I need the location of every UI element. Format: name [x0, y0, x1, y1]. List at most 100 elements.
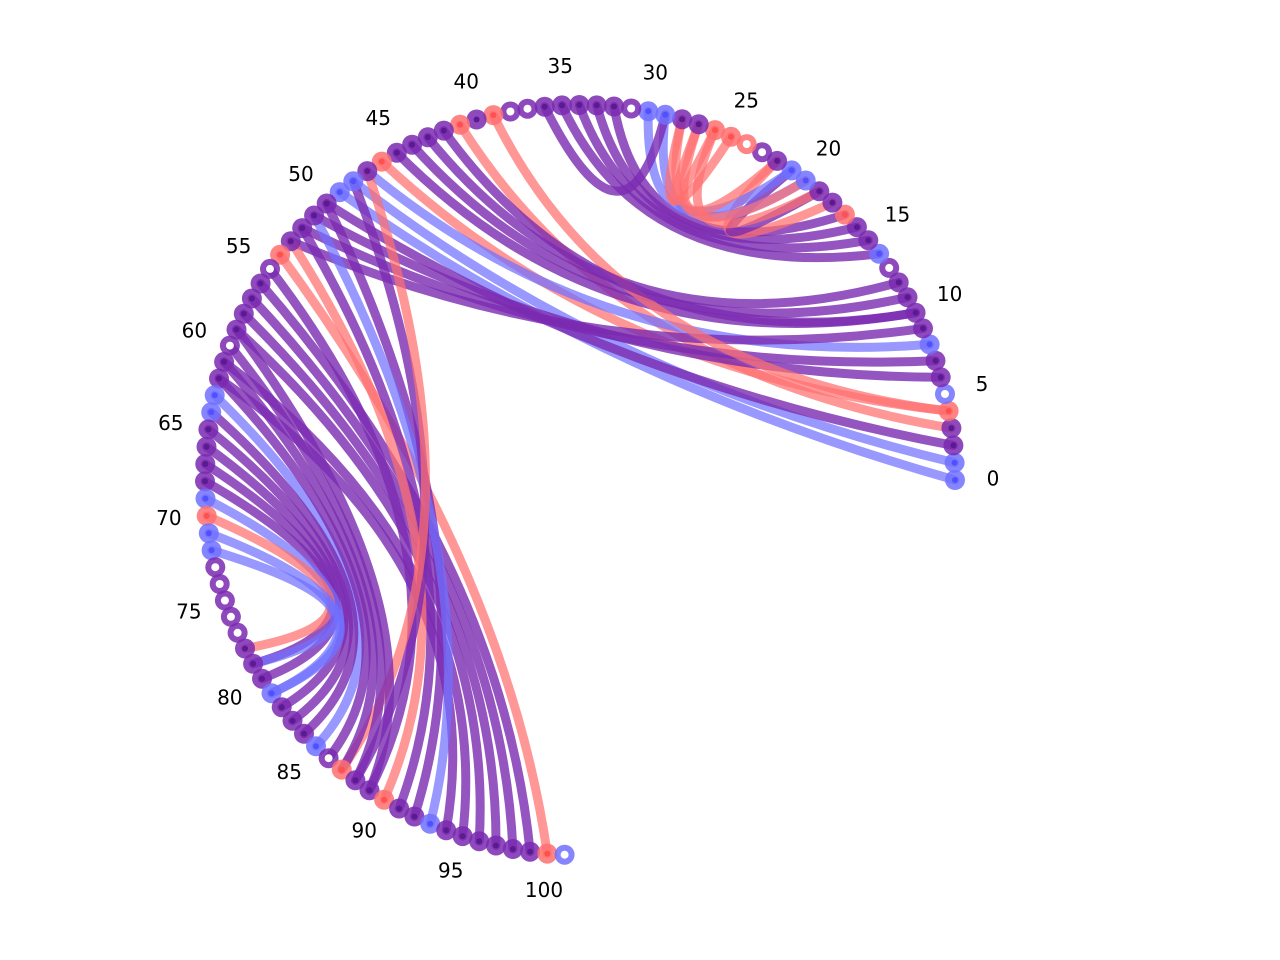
node-center-12 — [895, 279, 902, 286]
tick-label-90: 90 — [351, 819, 376, 843]
tick-label-35: 35 — [547, 54, 572, 78]
node-center-17 — [841, 211, 848, 218]
node-center-41 — [457, 121, 464, 128]
node-center-83 — [289, 717, 296, 724]
node-center-50 — [323, 200, 330, 207]
node-center-72 — [208, 547, 215, 554]
arc-63-85 — [210, 390, 365, 751]
node-center-98 — [509, 846, 516, 852]
tick-label-65: 65 — [158, 411, 183, 435]
node-center-88 — [352, 777, 359, 784]
node-layer — [195, 95, 965, 865]
node-center-97 — [493, 842, 499, 849]
node-center-86 — [324, 754, 333, 763]
arc-54-100 — [275, 250, 552, 859]
node-center-61 — [221, 358, 228, 365]
arc-19-26 — [692, 125, 824, 229]
node-center-7 — [932, 357, 939, 364]
node-center-57 — [248, 295, 255, 302]
node-center-27 — [695, 121, 702, 128]
node-center-65 — [205, 426, 212, 433]
node-center-59 — [233, 326, 240, 333]
arc-22-27 — [679, 119, 782, 216]
node-center-74 — [215, 580, 224, 588]
node-center-38 — [506, 107, 515, 116]
tick-label-10: 10 — [937, 282, 962, 306]
arc-55-89 — [265, 264, 417, 795]
node-center-31 — [627, 104, 636, 113]
tick-label-55: 55 — [226, 234, 251, 258]
tick-label-20: 20 — [816, 137, 841, 161]
tick-label-50: 50 — [288, 162, 313, 186]
node-center-100 — [544, 850, 551, 857]
node-center-40 — [473, 116, 480, 123]
node-center-66 — [203, 443, 210, 450]
tick-label-95: 95 — [438, 859, 463, 883]
node-center-101 — [560, 850, 569, 859]
node-center-99 — [527, 848, 534, 855]
node-center-23 — [758, 148, 767, 157]
node-center-36 — [541, 103, 548, 110]
node-center-76 — [226, 612, 235, 621]
node-center-80 — [259, 675, 265, 682]
node-center-77 — [233, 628, 242, 637]
node-center-34 — [576, 102, 583, 108]
node-center-70 — [203, 512, 210, 519]
node-center-95 — [459, 833, 466, 840]
node-center-52 — [299, 225, 306, 232]
node-center-33 — [593, 102, 600, 109]
node-center-13 — [885, 263, 894, 272]
node-center-60 — [225, 341, 234, 350]
arc-53-90 — [286, 236, 427, 805]
arc-72-79 — [207, 545, 339, 669]
node-center-8 — [926, 341, 933, 348]
arc-9-53 — [286, 236, 928, 345]
node-center-35 — [559, 102, 565, 109]
node-center-81 — [268, 690, 275, 697]
node-center-90 — [381, 796, 388, 803]
node-center-91 — [396, 805, 403, 812]
node-center-85 — [313, 743, 319, 750]
arc-58-97 — [239, 309, 501, 850]
node-center-82 — [278, 704, 285, 711]
node-center-51 — [311, 212, 318, 219]
node-center-62 — [216, 375, 222, 382]
arc-51-93 — [309, 211, 453, 829]
node-center-29 — [662, 111, 669, 118]
node-center-84 — [301, 730, 307, 737]
arc-62-86 — [214, 374, 371, 763]
node-center-89 — [366, 787, 373, 794]
tick-label-80: 80 — [217, 685, 242, 709]
node-center-43 — [424, 134, 431, 141]
node-center-92 — [411, 813, 418, 820]
arc-8-47 — [362, 166, 935, 352]
arc-59-89 — [232, 325, 395, 795]
node-center-14 — [876, 250, 883, 257]
node-center-63 — [211, 392, 218, 399]
node-center-87 — [338, 766, 345, 773]
arc-39-4 — [488, 110, 954, 416]
tick-label-40: 40 — [453, 70, 478, 94]
node-center-4 — [945, 408, 952, 414]
node-center-44 — [409, 141, 416, 148]
node-center-16 — [853, 224, 860, 231]
node-center-15 — [865, 237, 872, 244]
arc-layer — [200, 100, 960, 859]
node-center-69 — [202, 495, 209, 502]
arc-2-50 — [322, 199, 958, 450]
node-center-94 — [443, 827, 450, 834]
arc-60-88 — [225, 341, 386, 785]
node-center-64 — [208, 409, 215, 416]
node-center-58 — [240, 310, 247, 317]
node-center-73 — [211, 563, 220, 572]
node-center-3 — [948, 425, 955, 432]
node-center-5 — [941, 390, 949, 398]
node-center-45 — [393, 149, 400, 156]
tick-label-45: 45 — [365, 106, 390, 130]
arc-36-29 — [540, 102, 670, 196]
arc-42-10 — [439, 126, 921, 327]
node-center-47 — [364, 168, 371, 175]
tick-label-30: 30 — [643, 60, 668, 84]
node-center-11 — [904, 294, 911, 301]
